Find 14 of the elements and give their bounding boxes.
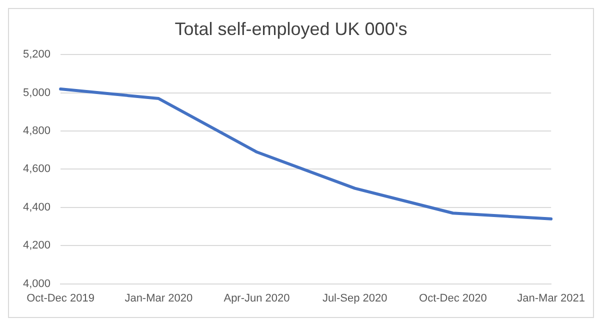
x-tick-label: Apr-Jun 2020 (224, 292, 290, 304)
x-tick-label: Jul-Sep 2020 (322, 292, 388, 304)
x-tick-label: Oct-Dec 2019 (26, 292, 94, 304)
y-tick-label: 5,000 (22, 86, 51, 99)
x-tick-label: Oct-Dec 2020 (419, 292, 487, 304)
y-tick-label: 4,400 (22, 201, 51, 214)
y-tick-label: 4,200 (22, 240, 51, 252)
y-tick-label: 4,000 (22, 278, 51, 290)
y-tick-label: 5,200 (22, 48, 51, 61)
y-tick-label: 4,600 (22, 163, 51, 176)
chart-title: Total self-employed UK 000's (174, 18, 408, 39)
x-tick-label: Jan-Mar 2020 (124, 292, 193, 304)
x-tick-label: Jan-Mar 2021 (517, 292, 586, 304)
y-tick-label: 4,800 (22, 125, 51, 138)
